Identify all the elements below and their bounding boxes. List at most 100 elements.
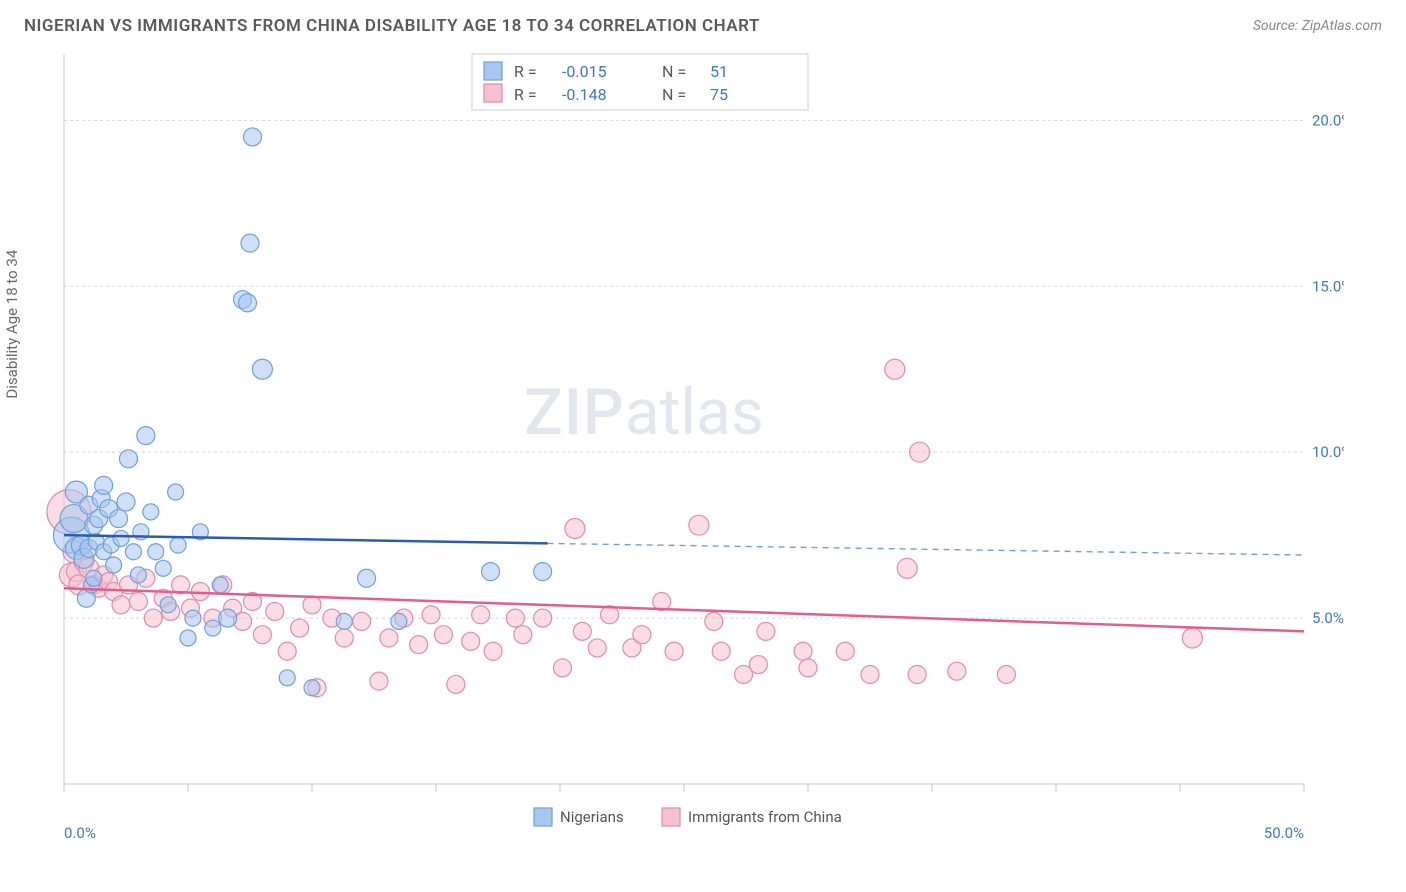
svg-text:15.0%: 15.0%: [1312, 277, 1344, 295]
data-point: [304, 680, 320, 696]
data-point: [143, 504, 159, 520]
data-point: [212, 577, 228, 593]
svg-text:N =: N =: [662, 62, 686, 81]
source-label: Source: ZipAtlas.com: [1253, 18, 1382, 34]
data-point: [219, 609, 237, 627]
swatch-blue-icon: [484, 62, 502, 80]
svg-text:R =: R =: [514, 62, 537, 81]
data-point: [749, 656, 767, 674]
data-point: [861, 666, 879, 684]
r-value-pink: -0.148: [562, 85, 607, 104]
trend-line-blue: [64, 535, 548, 543]
data-point: [434, 626, 452, 644]
svg-text:5.0%: 5.0%: [1312, 609, 1344, 627]
data-point: [794, 642, 812, 660]
swatch-pink-icon: [484, 84, 502, 102]
data-point: [422, 606, 440, 624]
svg-text:0.0%: 0.0%: [64, 824, 96, 842]
data-point: [125, 544, 141, 560]
data-point: [205, 620, 221, 636]
data-point: [370, 672, 388, 690]
legend-swatch-icon: [662, 808, 680, 826]
data-point: [534, 563, 552, 581]
data-point: [129, 593, 147, 611]
svg-text:50.0%: 50.0%: [1264, 824, 1304, 842]
trend-line-blue-dash: [548, 543, 1304, 555]
r-value-blue: -0.015: [562, 62, 607, 81]
n-value-pink: 75: [710, 85, 728, 104]
data-point: [168, 484, 184, 500]
data-point: [484, 642, 502, 660]
data-point: [358, 569, 376, 587]
data-point: [110, 510, 128, 528]
data-point: [160, 597, 176, 613]
legend-label: Nigerians: [560, 808, 624, 826]
data-point: [180, 630, 196, 646]
data-point: [948, 662, 966, 680]
data-point: [712, 642, 730, 660]
data-point: [410, 636, 428, 654]
data-point: [241, 234, 259, 252]
svg-text:ZIPatlas: ZIPatlas: [524, 375, 764, 450]
data-point: [472, 606, 490, 624]
data-point: [462, 632, 480, 650]
data-point: [266, 602, 284, 620]
data-point: [799, 659, 817, 677]
data-point: [106, 557, 122, 573]
data-point: [665, 642, 683, 660]
data-point: [239, 294, 257, 312]
data-point: [278, 642, 296, 660]
svg-text:N =: N =: [662, 85, 686, 104]
data-point: [447, 675, 465, 693]
data-point: [335, 629, 353, 647]
data-point: [689, 515, 709, 535]
data-point: [534, 609, 552, 627]
data-point: [482, 563, 500, 581]
data-point: [885, 359, 905, 379]
data-point: [117, 493, 135, 511]
chart-title: NIGERIAN VS IMMIGRANTS FROM CHINA DISABI…: [24, 16, 760, 36]
data-point: [130, 567, 146, 583]
svg-text:R =: R =: [514, 85, 537, 104]
data-point: [1182, 628, 1202, 648]
data-point: [353, 612, 371, 630]
y-axis-label: Disability Age 18 to 34: [3, 250, 21, 399]
data-point: [705, 612, 723, 630]
data-point: [253, 626, 271, 644]
svg-text:10.0%: 10.0%: [1312, 443, 1344, 461]
data-point: [113, 530, 129, 546]
legend-label: Immigrants from China: [688, 808, 842, 826]
data-point: [553, 659, 571, 677]
data-point: [144, 609, 162, 627]
data-point: [506, 609, 524, 627]
data-point: [170, 537, 186, 553]
data-point: [836, 642, 854, 660]
data-point: [148, 544, 164, 560]
correlation-chart: 5.0% 10.0% 15.0% 20.0% 0.0% 50.0% ZIPatlas R = -…: [24, 44, 1344, 884]
data-point: [137, 427, 155, 445]
n-value-blue: 51: [710, 62, 728, 81]
data-point: [336, 613, 352, 629]
data-point: [243, 128, 261, 146]
data-point: [95, 476, 113, 494]
data-point: [155, 560, 171, 576]
data-point: [757, 622, 775, 640]
data-point: [908, 666, 926, 684]
legend-swatch-icon: [534, 808, 552, 826]
data-point: [910, 442, 930, 462]
data-point: [380, 629, 398, 647]
data-point: [303, 596, 321, 614]
data-point: [291, 619, 309, 637]
data-point: [997, 666, 1015, 684]
data-point: [897, 558, 917, 578]
data-point: [112, 596, 130, 614]
data-point: [279, 670, 295, 686]
data-point: [86, 570, 102, 586]
data-point: [633, 626, 651, 644]
data-point: [565, 519, 585, 539]
data-point: [119, 450, 137, 468]
data-point: [588, 639, 606, 657]
data-point: [252, 359, 272, 379]
data-point: [391, 613, 407, 629]
svg-text:20.0%: 20.0%: [1312, 111, 1344, 129]
